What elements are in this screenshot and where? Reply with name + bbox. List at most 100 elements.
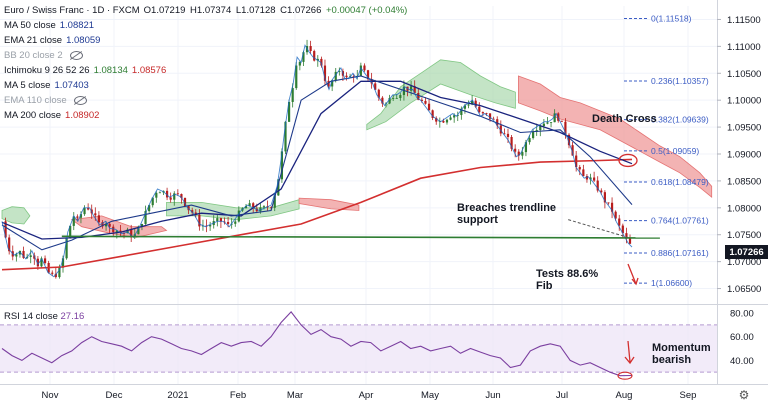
candle-body xyxy=(144,211,147,224)
legend-value: 1.08821 xyxy=(59,19,95,31)
candle-body xyxy=(553,113,556,123)
kumo-bullish xyxy=(366,59,516,131)
candle-body xyxy=(176,193,179,195)
candle-body xyxy=(180,194,183,198)
candle-body xyxy=(273,195,276,208)
candle-body xyxy=(514,148,517,152)
annotation-momentum: Momentum bearish xyxy=(652,342,711,366)
time-tick-label: May xyxy=(421,390,439,401)
candle-body xyxy=(431,110,434,118)
candle-body xyxy=(420,99,423,101)
candle-body xyxy=(481,112,484,114)
candle-body xyxy=(467,104,470,106)
candle-body xyxy=(36,258,39,267)
fib-label: 0.886(1.07161) xyxy=(651,248,709,258)
candle-body xyxy=(187,206,190,211)
candle-body xyxy=(270,207,273,209)
candle-body xyxy=(58,267,61,278)
candle-body xyxy=(219,218,223,222)
legend-ichimoku[interactable]: Ichimoku 9 26 52 26 1.08134 1.08576 xyxy=(4,63,409,78)
rsi-legend[interactable]: RSI 14 close 27.16 xyxy=(4,311,84,322)
legend-ma50[interactable]: MA 50 close 1.08821 xyxy=(4,18,409,33)
candle-body xyxy=(65,238,68,259)
candle-body xyxy=(503,133,506,135)
time-tick-label: Jul xyxy=(556,390,568,401)
candle-body xyxy=(97,215,100,223)
legend-value-2: 1.08576 xyxy=(131,64,167,76)
price-tick-label: 1.09000 xyxy=(727,150,761,161)
candle-body xyxy=(216,218,219,222)
legend-label: MA 50 close xyxy=(4,19,56,31)
price-tick-label: 1.08000 xyxy=(727,203,761,214)
rsi-tick-label: 60.00 xyxy=(730,332,754,343)
annotation-line: Fib xyxy=(536,280,553,292)
candle-body xyxy=(209,225,212,227)
candle-body xyxy=(234,221,237,224)
candle-body xyxy=(112,226,115,233)
legend-label: BB 20 close 2 xyxy=(4,49,63,61)
candle-body xyxy=(539,126,542,131)
candle-body xyxy=(600,190,603,193)
candle-body xyxy=(338,71,341,72)
candle-body xyxy=(542,123,545,127)
ohlc-open: O1.07219 xyxy=(143,4,186,16)
time-tick-label: Apr xyxy=(359,390,374,401)
candle-body xyxy=(618,218,621,226)
candle-body xyxy=(510,136,513,149)
time-tick-label: Dec xyxy=(106,390,123,401)
candle-body xyxy=(280,151,284,180)
candle-body xyxy=(61,258,65,268)
candle-body xyxy=(79,214,83,218)
time-tick-label: Jun xyxy=(485,390,500,401)
candle-body xyxy=(72,216,75,226)
candle-body xyxy=(148,205,151,212)
candles xyxy=(4,39,632,279)
candle-body xyxy=(488,113,492,119)
candle-body xyxy=(83,208,86,215)
indicator-legend: Euro / Swiss Franc · 1D · FXCM O1.07219 … xyxy=(4,3,409,123)
ma-lines xyxy=(1,44,660,278)
candle-body xyxy=(126,229,129,234)
candle-body xyxy=(410,86,413,91)
candle-body xyxy=(29,255,32,257)
candle-body xyxy=(137,226,140,235)
candle-body xyxy=(381,97,384,104)
ohlc-change: +0.00047 (+0.04%) xyxy=(326,4,408,16)
legend-ma5[interactable]: MA 5 close 1.07403 xyxy=(4,78,409,93)
legend-bb20[interactable]: BB 20 close 2 xyxy=(4,48,409,63)
fib-label: 0.382(1.09639) xyxy=(651,115,709,125)
gear-icon[interactable]: ⚙ xyxy=(738,388,750,402)
kumo-bearish xyxy=(70,215,168,238)
candle-body xyxy=(521,152,524,156)
rsi-line xyxy=(1,311,633,377)
candle-body xyxy=(399,95,402,99)
candle-body xyxy=(442,120,445,123)
legend-value: 1.08902 xyxy=(65,109,100,121)
candle-body xyxy=(316,58,319,61)
price-tick-label: 1.10500 xyxy=(727,69,761,80)
momentum-arrow xyxy=(627,340,631,363)
candle-body xyxy=(155,192,158,198)
candle-body xyxy=(284,121,287,152)
legend-label: MA 200 close xyxy=(4,109,62,121)
legend-label: EMA 21 close xyxy=(4,34,63,46)
eye-off-icon[interactable] xyxy=(73,96,87,105)
candle-body xyxy=(15,254,18,257)
candle-body xyxy=(18,250,22,255)
candle-body xyxy=(158,192,161,194)
fib-arrow xyxy=(627,263,637,285)
candle-body xyxy=(596,180,599,191)
price-tick-label: 1.07000 xyxy=(727,257,761,268)
legend-ema110[interactable]: EMA 110 close xyxy=(4,93,409,108)
annotation-line: bearish xyxy=(652,354,692,366)
candle-body xyxy=(130,229,133,238)
legend-label: Ichimoku 9 26 52 26 xyxy=(4,64,90,76)
legend-ma200[interactable]: MA 200 close 1.08902 xyxy=(4,108,409,123)
rsi-value: 27.16 xyxy=(60,311,85,322)
eye-off-icon[interactable] xyxy=(69,51,83,60)
time-tick-label: Aug xyxy=(616,390,633,401)
candle-body xyxy=(463,105,467,109)
legend-ema21[interactable]: EMA 21 close 1.08059 xyxy=(4,33,409,48)
candle-body xyxy=(8,237,11,252)
